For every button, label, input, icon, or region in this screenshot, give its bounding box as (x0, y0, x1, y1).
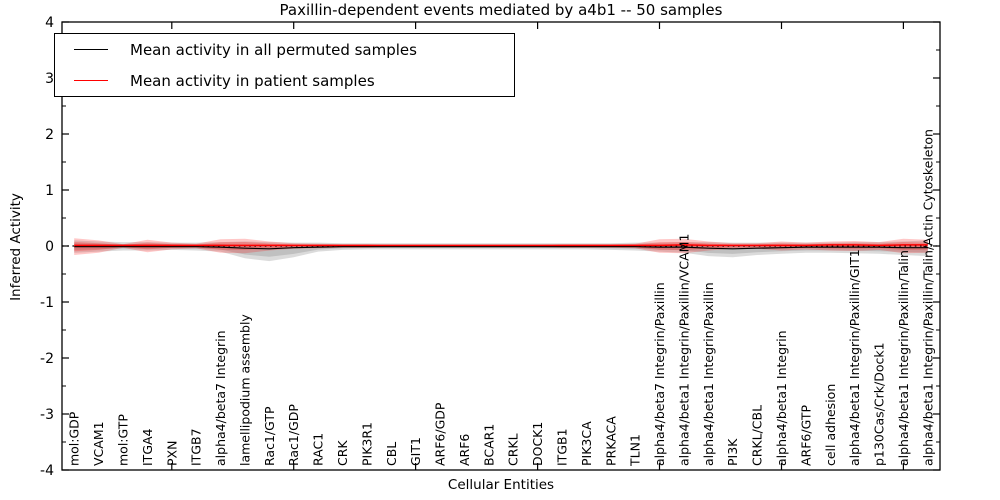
y-tick-label: -4 (40, 463, 54, 479)
patient-mean-line (74, 244, 928, 247)
x-tick-label: alpha4/beta1 Integrin/Paxillin/VCAM1 (676, 234, 691, 466)
y-tick-label: 0 (45, 239, 54, 255)
x-tick-label: ITGB1 (555, 428, 570, 466)
x-tick-label: PI3K (725, 438, 740, 466)
x-tick-label: CRK (335, 440, 350, 466)
x-tick-label: ITGB7 (189, 428, 204, 466)
x-tick-label: ARF6/GDP (433, 402, 448, 466)
permuted-line-sample-icon (74, 49, 108, 50)
y-tick-label: 2 (45, 127, 54, 143)
y-tick-label: -1 (40, 295, 54, 311)
y-tick-label: 3 (45, 71, 54, 87)
chart-title: Paxillin-dependent events mediated by a4… (279, 1, 723, 19)
x-axis-title: Cellular Entities (447, 477, 555, 493)
permuted-samples-range-band (74, 243, 928, 257)
y-tick-label: 1 (45, 183, 54, 199)
y-axis-title: Inferred Activity (8, 193, 24, 301)
x-tick-label: alpha4/beta1 Integrin/Paxillin/Talin (896, 250, 911, 466)
x-tick-label: GIT1 (408, 437, 423, 466)
x-tick-label: RAC1 (311, 433, 326, 466)
x-tick-label: ITGA4 (140, 428, 155, 466)
x-tick-label: mol:GDP (67, 411, 82, 466)
x-tick-label: Rac1/GDP (286, 404, 301, 466)
y-tick-label: -3 (40, 407, 54, 423)
x-tick-label: cell adhesion (823, 384, 838, 466)
x-tick-label: CRKL/CBL (750, 405, 765, 466)
x-tick-label: DOCK1 (530, 422, 545, 466)
x-tick-label: alpha4/beta7 Integrin/Paxillin (652, 282, 667, 466)
x-tick-label: p130Cas/Crk/Dock1 (872, 342, 887, 466)
x-tick-label: ARF6/GTP (798, 405, 813, 466)
x-tick-label: alpha4/beta1 Integrin/Paxillin/GIT1 (847, 249, 862, 466)
x-tick-label: BCAR1 (481, 424, 496, 466)
x-tick-label: alpha4/beta7 Integrin (213, 330, 228, 466)
x-tick-label: PRKACA (603, 416, 618, 466)
permuted-mean-line (74, 246, 928, 250)
patient-line-sample-icon (74, 80, 108, 81)
x-tick-label: VCAM1 (91, 421, 106, 466)
x-tick-label: lamellipodium assembly (237, 314, 252, 466)
x-tick-label: ARF6 (457, 434, 472, 466)
y-tick-label: 4 (45, 15, 54, 31)
x-tick-label: mol:GTP (116, 414, 131, 466)
x-tick-label: CBL (384, 442, 399, 466)
legend-box: Mean activity in all permuted samples Me… (54, 33, 515, 97)
x-tick-label: PIK3CA (579, 421, 594, 466)
x-tick-label: CRKL (506, 433, 521, 466)
x-tick-label: alpha4/beta1 Integrin/Paxillin/Talin/Act… (920, 129, 935, 466)
x-tick-label: PIK3R1 (359, 422, 374, 466)
legend-label-permuted: Mean activity in all permuted samples (130, 40, 417, 59)
legend-item-permuted: Mean activity in all permuted samples (55, 37, 514, 63)
x-tick-label: TLN1 (628, 434, 643, 467)
x-tick-label: alpha4/beta1 Integrin (774, 330, 789, 466)
x-tick-label: PXN (164, 441, 179, 466)
x-tick-label: Rac1/GTP (262, 406, 277, 466)
legend-label-patient: Mean activity in patient samples (130, 71, 375, 90)
x-tick-label: alpha4/beta1 Integrin/Paxillin (701, 282, 716, 466)
y-tick-label: -2 (40, 351, 54, 367)
legend-item-patient: Mean activity in patient samples (55, 68, 514, 94)
